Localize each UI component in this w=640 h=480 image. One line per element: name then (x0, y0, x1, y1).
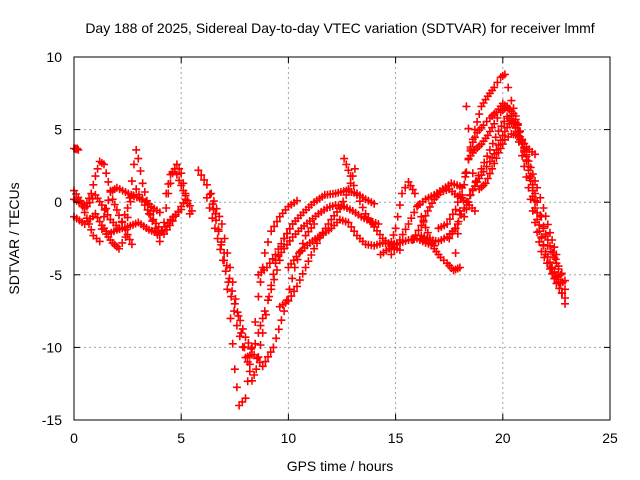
axis-ticks: 0 5 10 15 20 25 -15 -10 -5 0 5 10 (42, 49, 618, 446)
grid (74, 57, 610, 420)
series-track-26 (537, 212, 569, 294)
data-point-markers (271, 201, 383, 265)
data-point-markers (70, 144, 83, 154)
x-tick-label: 10 (281, 430, 297, 446)
x-tick-label: 15 (388, 430, 404, 446)
series-track-8 (194, 166, 301, 410)
data-point-markers (537, 212, 569, 294)
y-tick-label: 5 (54, 122, 62, 138)
y-tick-label: -15 (42, 412, 62, 428)
series-track-5 (102, 145, 158, 253)
y-tick-label: -5 (50, 267, 63, 283)
series-track-10 (209, 205, 319, 371)
data-point-markers (102, 145, 158, 253)
x-tick-label: 0 (70, 430, 78, 446)
x-tick-label: 25 (602, 430, 618, 446)
series-track-14 (271, 201, 383, 265)
series-track-24 (460, 118, 565, 288)
plot-frame (73, 56, 611, 421)
x-tick-label: 20 (495, 430, 511, 446)
data-point-markers (376, 177, 464, 275)
x-axis-label: GPS time / hours (287, 458, 394, 474)
series-track-17 (376, 177, 464, 275)
data-point-markers (209, 205, 319, 371)
y-tick-label: 10 (46, 49, 62, 65)
data-point-markers (462, 102, 561, 259)
series-track-25 (462, 102, 561, 259)
data-point-markers (194, 166, 301, 410)
data-point-markers (202, 193, 284, 362)
y-tick-label: 0 (54, 194, 62, 210)
series-track-4 (80, 157, 136, 249)
data-point-markers (162, 164, 196, 215)
y-tick-label: -10 (42, 339, 62, 355)
series-track-27 (70, 144, 83, 154)
data-points (70, 70, 569, 410)
x-tick-label: 5 (177, 430, 185, 446)
data-point-markers (460, 118, 565, 288)
chart-title: Day 188 of 2025, Sidereal Day-to-day VTE… (85, 20, 594, 36)
series-track-11 (202, 193, 284, 362)
data-point-markers (80, 157, 136, 249)
y-axis-label: SDTVAR / TECUs (6, 182, 22, 294)
series-track-7 (162, 164, 196, 215)
